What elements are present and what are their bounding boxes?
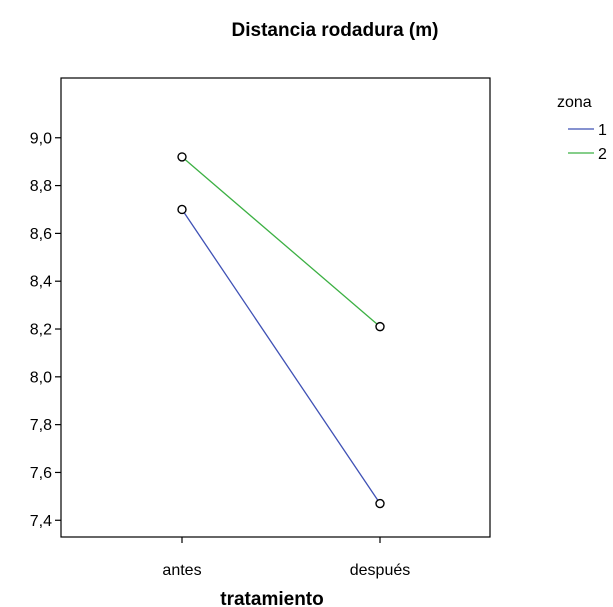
y-tick-label: 7,8	[30, 417, 52, 434]
x-tick-label: después	[350, 562, 411, 579]
data-point	[177, 152, 187, 162]
x-axis: antes después	[162, 537, 410, 579]
legend-label: 2	[598, 146, 607, 163]
x-tick-label: antes	[162, 562, 201, 579]
data-point	[375, 321, 385, 332]
y-tick-label: 8,2	[30, 322, 52, 339]
chart-title: Distancia rodadura (m)	[232, 20, 439, 41]
plot-frame	[60, 77, 491, 538]
legend-label: 1	[598, 122, 607, 139]
y-axis: 7,4 7,6 7,8 8,0 8,2 8,4 8,6 8,8 9,0	[30, 130, 61, 530]
legend-title: zona	[557, 94, 592, 111]
data-point	[177, 204, 187, 215]
y-tick-label: 8,6	[30, 226, 52, 243]
y-tick-label: 8,8	[30, 178, 52, 195]
y-tick-label: 9,0	[30, 130, 52, 147]
legend: zona 1 2	[557, 94, 607, 163]
y-tick-label: 7,4	[30, 513, 52, 530]
series-line-zona-1	[181, 209, 381, 504]
data-point	[375, 498, 385, 509]
x-axis-label: tratamiento	[220, 589, 323, 607]
y-tick-label: 8,4	[30, 274, 52, 291]
y-tick-label: 8,0	[30, 369, 52, 386]
series-layer	[177, 152, 385, 509]
series-line-zona-2	[181, 156, 381, 328]
y-tick-label: 7,6	[30, 465, 52, 482]
